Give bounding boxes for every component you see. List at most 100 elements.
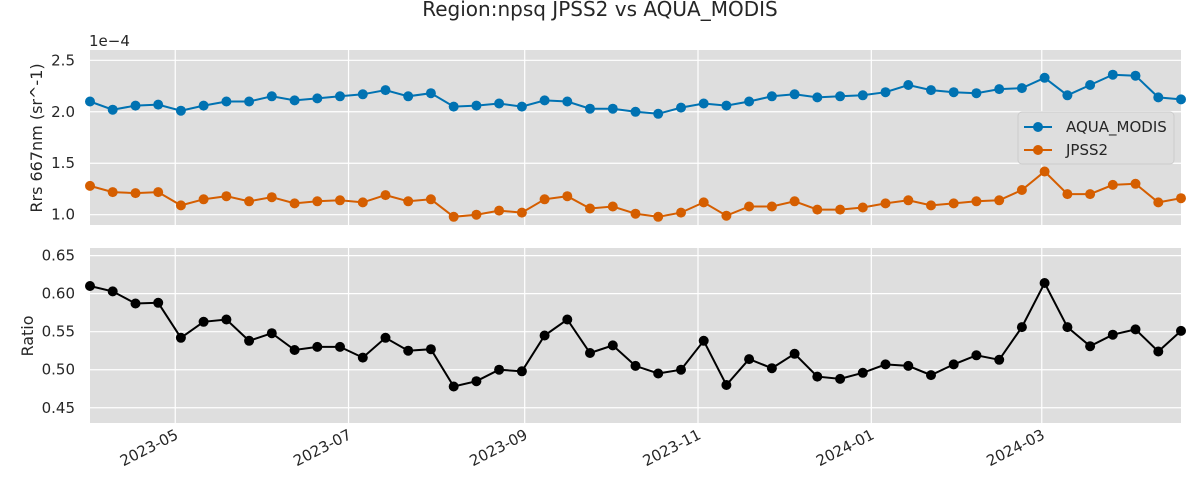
data-point xyxy=(1130,324,1141,335)
data-point xyxy=(676,207,686,218)
data-point xyxy=(1039,278,1050,288)
data-point xyxy=(766,91,777,102)
top-panel-background xyxy=(90,50,1181,225)
data-point xyxy=(812,92,823,103)
legend-jpss2-label: JPSS2 xyxy=(1065,141,1108,159)
data-point xyxy=(880,87,891,98)
data-point xyxy=(357,197,368,208)
legend-jpss2-marker xyxy=(1033,145,1043,155)
data-point xyxy=(289,345,300,355)
data-point xyxy=(835,373,846,384)
data-point xyxy=(1016,83,1027,94)
data-point xyxy=(1016,322,1027,333)
data-point xyxy=(948,87,959,98)
data-point xyxy=(766,363,777,374)
data-point xyxy=(198,100,209,111)
data-point xyxy=(1153,92,1164,103)
data-point xyxy=(1153,346,1164,357)
data-point xyxy=(289,198,300,209)
data-point xyxy=(812,371,823,382)
data-point xyxy=(789,348,800,359)
data-point xyxy=(1176,94,1186,105)
data-point xyxy=(221,96,232,107)
x-tick-label: 2024-01 xyxy=(813,426,877,470)
data-point xyxy=(403,196,414,207)
data-point xyxy=(153,297,164,308)
data-point xyxy=(153,187,164,198)
data-point xyxy=(721,100,732,111)
data-point xyxy=(1062,90,1073,101)
data-point xyxy=(539,330,550,341)
data-point xyxy=(607,103,618,114)
bottom-panel-y-label: Ratio xyxy=(18,315,37,356)
data-point xyxy=(380,190,391,201)
data-point xyxy=(244,335,255,346)
data-point xyxy=(403,91,414,102)
bottom-panel-y-ticks: 0.45 0.50 0.55 0.60 0.65 xyxy=(42,247,75,417)
y-offset-label: 1e−4 xyxy=(89,32,130,50)
data-point xyxy=(653,211,664,222)
data-point xyxy=(425,344,436,355)
y-tick-label: 0.50 xyxy=(42,361,75,379)
bottom-panel-background xyxy=(90,248,1181,423)
x-tick-label: 2023-05 xyxy=(117,426,181,470)
y-tick-label: 1.5 xyxy=(51,154,75,172)
data-point xyxy=(766,201,777,212)
data-point xyxy=(1130,178,1141,189)
data-point xyxy=(676,364,686,375)
data-point xyxy=(107,187,118,198)
x-ticks: 2023-05 2023-07 2023-09 2023-11 2024-01 2024-… xyxy=(117,426,1048,470)
data-point xyxy=(1107,69,1118,80)
data-point xyxy=(425,88,436,99)
data-point xyxy=(312,341,323,352)
data-point xyxy=(425,194,436,205)
data-point xyxy=(607,201,618,212)
data-point xyxy=(471,209,482,220)
data-point xyxy=(789,196,800,207)
data-point xyxy=(85,96,95,107)
x-tick-label: 2023-09 xyxy=(466,426,530,470)
data-point xyxy=(971,196,982,207)
data-point xyxy=(221,191,232,202)
data-point xyxy=(221,314,232,325)
data-point xyxy=(744,201,755,212)
legend: AQUA_MODIS JPSS2 xyxy=(1017,111,1175,165)
data-point xyxy=(289,95,300,106)
top-panel-series xyxy=(85,69,1186,222)
data-point xyxy=(994,84,1005,95)
data-point xyxy=(1062,322,1073,333)
data-point xyxy=(471,100,482,111)
data-point xyxy=(744,96,755,107)
data-point xyxy=(585,348,595,358)
data-point xyxy=(380,332,391,343)
data-point xyxy=(335,91,345,102)
data-point xyxy=(266,91,277,102)
data-point xyxy=(1153,197,1164,208)
chart-title: Region:npsq JPSS2 vs AQUA_MODIS xyxy=(422,0,777,21)
data-point xyxy=(471,376,482,387)
data-point xyxy=(1085,341,1096,352)
y-tick-label: 1.0 xyxy=(51,206,75,224)
y-tick-label: 0.55 xyxy=(42,323,75,341)
data-point xyxy=(744,354,755,365)
data-point xyxy=(1176,193,1186,204)
data-point xyxy=(994,354,1005,365)
data-point xyxy=(1107,329,1118,340)
data-point xyxy=(630,106,641,117)
data-point xyxy=(153,99,164,110)
data-point xyxy=(1130,70,1141,81)
data-point xyxy=(130,298,141,309)
data-point xyxy=(1085,80,1096,90)
data-point xyxy=(721,210,732,221)
data-point xyxy=(1016,185,1027,195)
data-point xyxy=(516,101,527,112)
x-tick-label: 2023-07 xyxy=(290,426,354,470)
data-point xyxy=(244,96,255,107)
y-tick-label: 0.60 xyxy=(42,285,75,303)
data-point xyxy=(198,194,209,205)
bottom-panel-series xyxy=(85,278,1186,392)
legend-aqua-modis-label: AQUA_MODIS xyxy=(1066,118,1167,137)
data-point xyxy=(357,352,368,363)
top-panel-y-label: Rrs 667nm (sr^-1) xyxy=(27,63,46,212)
